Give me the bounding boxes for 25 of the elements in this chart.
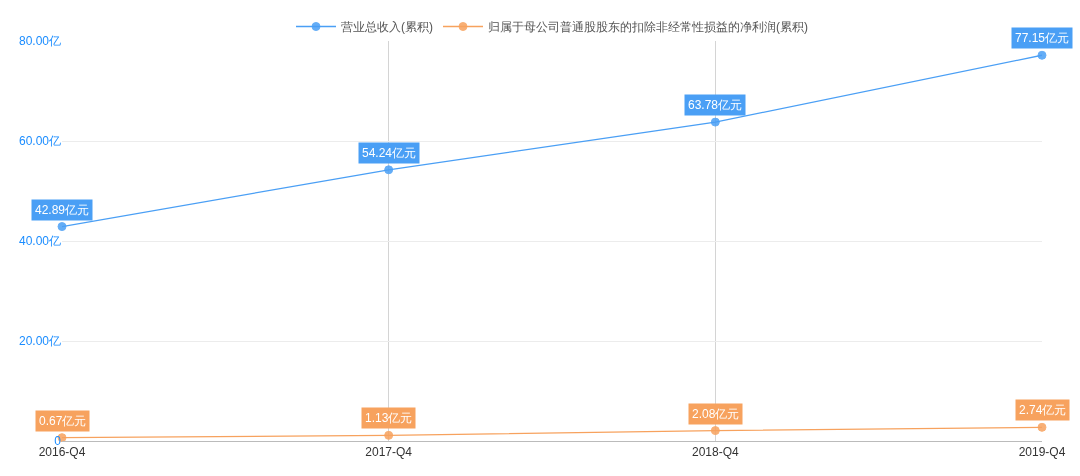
x-tick-label: 2018-Q4 [691,445,739,460]
data-label: 77.15亿元 [1015,31,1070,45]
point [384,430,394,440]
point [384,165,394,175]
data-label: 54.24亿元 [362,146,417,160]
y-tick-label: 60.00亿 [18,134,61,149]
x-tick-label: 2016-Q4 [38,445,86,460]
point [710,117,720,127]
point [710,426,720,436]
y-tick-label: 80.00亿 [18,34,61,49]
y-tick-label: 40.00亿 [18,234,61,249]
data-label: 63.78亿元 [688,98,743,112]
data-label: 42.89亿元 [35,203,90,217]
data-label: 2.08亿元 [692,407,740,421]
data-label: 1.13亿元 [365,411,413,425]
point [1037,422,1047,432]
data-label: 2.74亿元 [1019,403,1067,417]
x-tick-label: 2019-Q4 [1018,445,1066,460]
x-tick-label: 2017-Q4 [365,445,413,460]
point [1037,50,1047,60]
data-label: 0.67亿元 [39,414,87,428]
legend-label: 营业总收入(累积) [341,20,433,35]
y-tick-label: 20.00亿 [18,334,61,349]
legend-label: 归属于母公司普通股股东的扣除非经常性损益的净利润(累积) [488,20,808,35]
point [57,222,67,232]
